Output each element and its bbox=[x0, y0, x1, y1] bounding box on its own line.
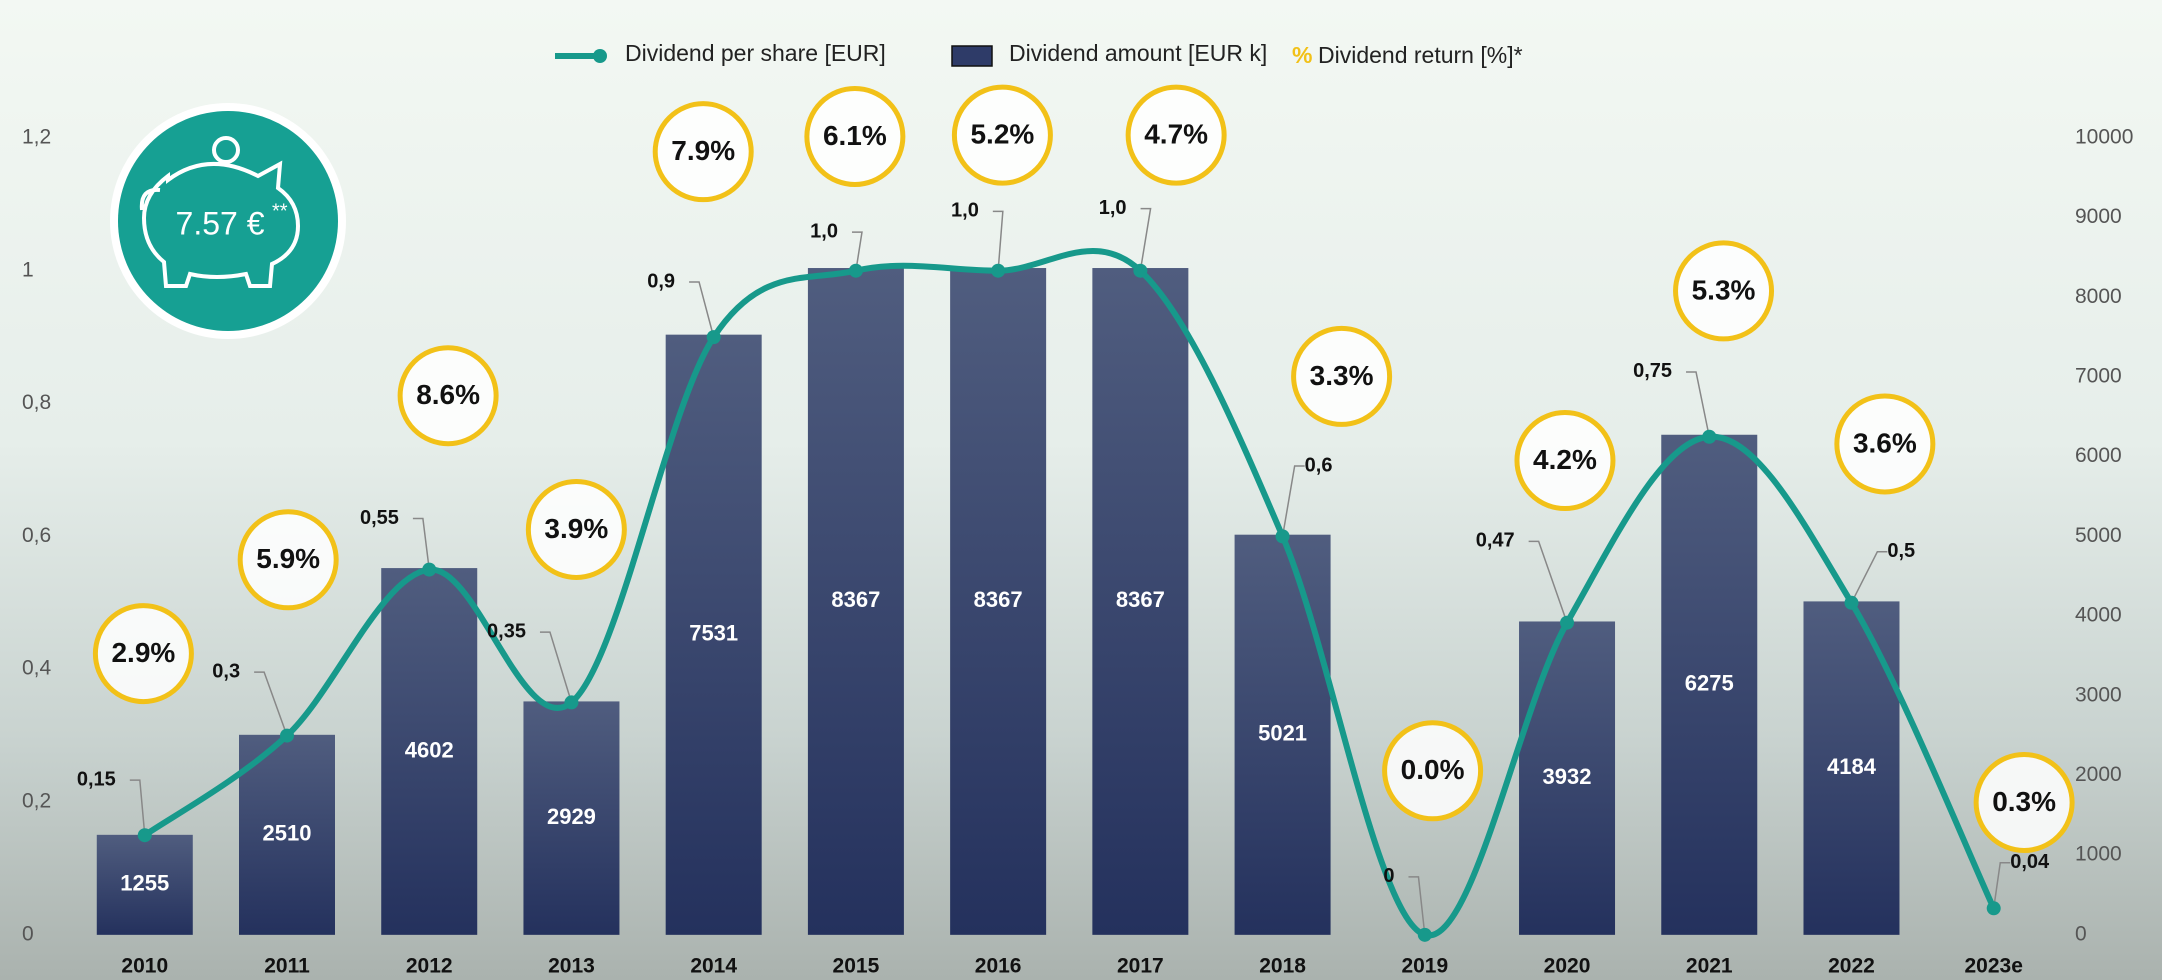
x-tick-label: 2011 bbox=[264, 955, 310, 978]
y2-tick-label: 2000 bbox=[2075, 763, 2122, 786]
x-tick-label: 2014 bbox=[690, 955, 737, 978]
line-label: 0,55 bbox=[360, 507, 399, 529]
y2-tick-label: 6000 bbox=[2075, 444, 2122, 467]
line-label: 0,35 bbox=[487, 620, 526, 642]
bar-label: 2510 bbox=[263, 821, 312, 846]
line-point bbox=[1702, 430, 1716, 444]
x-tick-label: 2020 bbox=[1544, 955, 1591, 978]
legend: Dividend per share [EUR] Dividend amount … bbox=[555, 40, 1523, 68]
return-label: 3.9% bbox=[544, 513, 608, 544]
x-tick-label: 2018 bbox=[1259, 955, 1306, 978]
bar-label: 2929 bbox=[547, 804, 596, 829]
chart: 7.57 € ** 0 0,2 0,4 0,6 0,8 1 1,2 0 1000 2000 3000… bbox=[0, 0, 2162, 980]
line-point bbox=[1276, 529, 1290, 543]
return-label: 6.1% bbox=[823, 120, 887, 151]
bar-label: 6275 bbox=[1685, 671, 1734, 696]
return-label: 0.0% bbox=[1401, 754, 1465, 785]
y-tick-label: 0,6 bbox=[22, 524, 51, 547]
y2-tick-label: 10000 bbox=[2075, 125, 2133, 148]
legend-box bbox=[952, 46, 992, 66]
y-tick-label: 0 bbox=[22, 922, 34, 945]
badge-text: 7.57 € bbox=[176, 205, 265, 241]
y2-tick-label: 8000 bbox=[2075, 285, 2122, 308]
y-tick-label: 0,2 bbox=[22, 790, 51, 813]
line-point bbox=[422, 563, 436, 577]
return-label: 0.3% bbox=[1992, 786, 2056, 817]
badge-sup: ** bbox=[272, 200, 288, 222]
line-label: 1,0 bbox=[810, 220, 838, 242]
bar-label: 7531 bbox=[689, 621, 738, 646]
y2-tick-label: 1000 bbox=[2075, 843, 2122, 866]
legend-label: Dividend return [%]* bbox=[1318, 42, 1523, 68]
y-tick-label: 1,2 bbox=[22, 125, 51, 148]
y-tick-label: 0,4 bbox=[22, 657, 52, 680]
bar-label: 8367 bbox=[974, 587, 1023, 612]
x-tick-label: 2017 bbox=[1117, 955, 1164, 978]
x-tick-label: 2019 bbox=[1401, 955, 1448, 978]
line-point bbox=[991, 264, 1005, 278]
bar-label: 8367 bbox=[1116, 587, 1165, 612]
x-tick-label: 2015 bbox=[833, 955, 880, 978]
line-label: 0 bbox=[1383, 865, 1394, 887]
legend-label: Dividend per share [EUR] bbox=[625, 40, 886, 66]
line-point bbox=[280, 729, 294, 743]
bar-label: 5021 bbox=[1258, 721, 1307, 746]
legend-label: Dividend amount [EUR k] bbox=[1009, 40, 1267, 66]
bar-label: 3932 bbox=[1543, 764, 1592, 789]
y2-tick-label: 3000 bbox=[2075, 683, 2122, 706]
line-label: 0,9 bbox=[647, 270, 675, 292]
line-point bbox=[1987, 901, 2001, 915]
y2-tick-label: 5000 bbox=[2075, 524, 2122, 547]
x-tick-label: 2016 bbox=[975, 955, 1022, 978]
x-tick-label: 2013 bbox=[548, 955, 595, 978]
return-label: 5.2% bbox=[970, 119, 1034, 150]
bar-label: 4602 bbox=[405, 737, 454, 762]
x-tick-label: 2012 bbox=[406, 955, 453, 978]
line-point bbox=[1844, 596, 1858, 610]
line-point bbox=[1418, 928, 1432, 942]
line-point bbox=[849, 264, 863, 278]
line-point bbox=[1560, 616, 1574, 630]
badge: 7.57 € ** bbox=[110, 103, 346, 339]
bar-label: 8367 bbox=[831, 587, 880, 612]
line-point bbox=[707, 330, 721, 344]
line-label: 0,04 bbox=[2010, 851, 2050, 873]
line-label: 0,5 bbox=[1887, 540, 1915, 562]
return-label: 4.2% bbox=[1533, 444, 1597, 475]
return-label: 2.9% bbox=[111, 637, 175, 668]
return-label: 5.3% bbox=[1692, 274, 1756, 305]
line-label: 1,0 bbox=[951, 200, 979, 222]
line-label: 0,15 bbox=[77, 768, 116, 790]
line-label: 0,3 bbox=[212, 660, 240, 682]
y2-tick-label: 9000 bbox=[2075, 205, 2122, 228]
line-label: 0,75 bbox=[1633, 360, 1672, 382]
return-label: 7.9% bbox=[671, 135, 735, 166]
legend-dot bbox=[593, 49, 607, 63]
bar-label: 1255 bbox=[120, 871, 169, 896]
return-label: 4.7% bbox=[1144, 119, 1208, 150]
bar-label: 4184 bbox=[1827, 754, 1877, 779]
x-tick-label: 2023e bbox=[1965, 955, 2023, 978]
line-point bbox=[138, 828, 152, 842]
x-tick-label: 2022 bbox=[1828, 955, 1875, 978]
legend-symbol: % bbox=[1292, 42, 1312, 68]
line-label: 1,0 bbox=[1099, 197, 1127, 219]
line-point bbox=[1133, 264, 1147, 278]
line-point bbox=[564, 695, 578, 709]
return-label: 3.3% bbox=[1310, 360, 1374, 391]
y-tick-label: 0,8 bbox=[22, 391, 51, 414]
y2-tick-label: 7000 bbox=[2075, 365, 2122, 388]
return-label: 8.6% bbox=[416, 379, 480, 410]
y2-tick-label: 0 bbox=[2075, 922, 2087, 945]
return-label: 3.6% bbox=[1853, 427, 1917, 458]
x-tick-label: 2010 bbox=[121, 955, 168, 978]
y2-tick-label: 4000 bbox=[2075, 604, 2122, 627]
line-label: 0,47 bbox=[1476, 530, 1515, 552]
line-label: 0,6 bbox=[1305, 454, 1333, 476]
x-tick-label: 2021 bbox=[1686, 955, 1733, 978]
return-label: 5.9% bbox=[256, 543, 320, 574]
y-tick-label: 1 bbox=[22, 258, 34, 281]
